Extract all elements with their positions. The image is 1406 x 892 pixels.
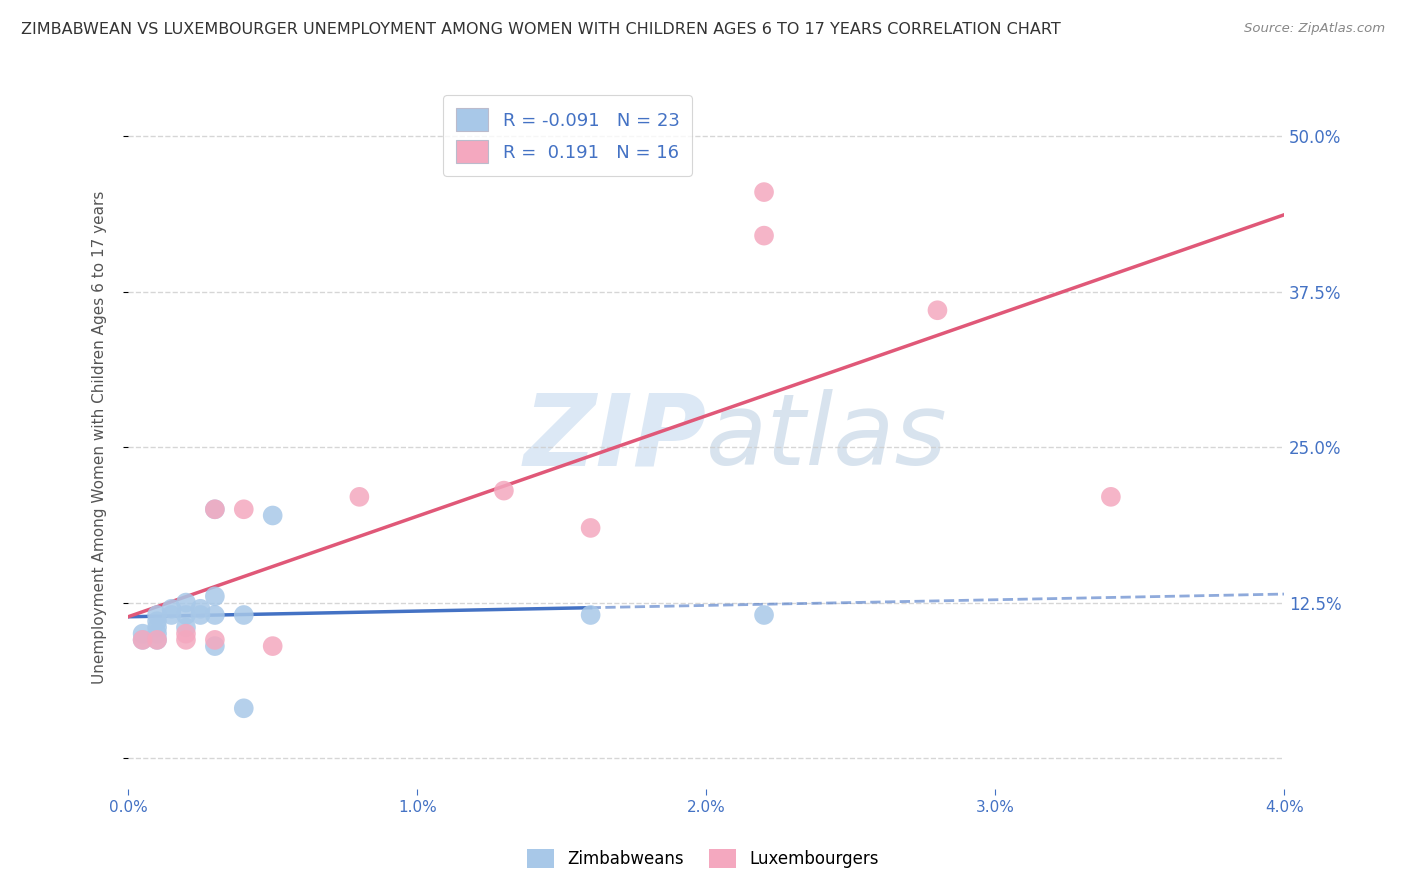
Text: Source: ZipAtlas.com: Source: ZipAtlas.com (1244, 22, 1385, 36)
Legend: Zimbabweans, Luxembourgers: Zimbabweans, Luxembourgers (520, 843, 886, 875)
Point (204, 590, 226, 604)
Point (174, 596, 197, 610)
Point (131, 632, 153, 647)
Point (927, 303, 949, 318)
Point (174, 626, 197, 640)
Text: ZIP: ZIP (523, 389, 706, 486)
Point (232, 607, 254, 622)
Point (146, 614, 169, 628)
Point (752, 607, 775, 622)
Point (146, 632, 169, 647)
Point (146, 632, 169, 647)
Point (204, 639, 226, 653)
Point (146, 620, 169, 634)
Text: ZIMBABWEAN VS LUXEMBOURGER UNEMPLOYMENT AMONG WOMEN WITH CHILDREN AGES 6 TO 17 Y: ZIMBABWEAN VS LUXEMBOURGER UNEMPLOYMENT … (21, 22, 1062, 37)
Point (190, 607, 212, 622)
Point (232, 502, 254, 516)
Point (752, 185, 775, 199)
Point (262, 639, 284, 653)
Point (131, 632, 153, 647)
Point (579, 521, 602, 535)
Point (146, 607, 169, 622)
Point (204, 632, 226, 647)
Point (1099, 490, 1122, 504)
Point (146, 626, 169, 640)
Point (349, 490, 371, 504)
Point (174, 607, 197, 622)
Y-axis label: Unemployment Among Women with Children Ages 6 to 17 years: Unemployment Among Women with Children A… (93, 191, 107, 684)
Legend: R = -0.091   N = 23, R =  0.191   N = 16: R = -0.091 N = 23, R = 0.191 N = 16 (443, 95, 692, 176)
Point (492, 483, 515, 498)
Text: atlas: atlas (706, 389, 948, 486)
Point (204, 502, 226, 516)
Point (232, 701, 254, 715)
Point (131, 626, 153, 640)
Point (160, 607, 183, 622)
Point (174, 620, 197, 634)
Point (204, 502, 226, 516)
Point (204, 607, 226, 622)
Point (190, 601, 212, 615)
Point (174, 632, 197, 647)
Point (262, 508, 284, 523)
Point (579, 607, 602, 622)
Point (752, 228, 775, 243)
Point (160, 601, 183, 615)
